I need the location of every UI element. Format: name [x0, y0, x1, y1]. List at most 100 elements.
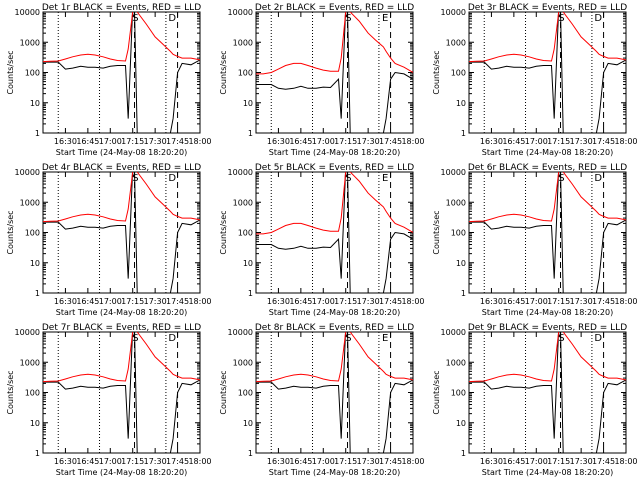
x-tick-label: 16:45 [289, 137, 312, 146]
marker-letter: S [558, 173, 564, 184]
marker-letter: S [132, 13, 138, 24]
y-tick-label: 10000 [15, 168, 40, 177]
x-tick-label: 17:00 [99, 297, 122, 306]
plot-frame [42, 171, 201, 294]
marker-letter: S [345, 13, 351, 24]
x-tick-label: 17:15 [334, 297, 357, 306]
y-axis-label: Counts/sec [219, 210, 228, 254]
y-tick-label: 1 [248, 449, 253, 458]
x-tick-label: 17:30 [570, 457, 593, 466]
y-tick-label: 1 [461, 449, 466, 458]
x-tick-label: 18:00 [188, 457, 211, 466]
panel-9r: Det 9r BLACK = Events, RED = LLD 1 10 100 10… [432, 323, 638, 477]
x-tick-label: 17:00 [525, 297, 548, 306]
x-tick-label: 16:45 [502, 457, 525, 466]
y-tick-label: 10 [456, 99, 466, 108]
x-axis-label: Start Time (24-May-08 18:20:20) [269, 468, 400, 477]
series-lld-line [469, 332, 626, 383]
x-tick-label: 16:30 [267, 457, 290, 466]
x-tick-label: 16:45 [76, 457, 99, 466]
x-axis-label: Start Time (24-May-08 18:20:20) [269, 148, 400, 157]
plot-frame [255, 331, 414, 454]
y-tick-label: 10 [30, 259, 40, 268]
x-tick-label: 17:30 [144, 297, 167, 306]
y-tick-label: 1 [35, 449, 40, 458]
y-tick-label: 100 [25, 389, 40, 398]
y-tick-label: 1 [35, 289, 40, 298]
marker-letter: D [168, 173, 176, 184]
panel-2r: Det 2r BLACK = Events, RED = LLD 1 10 100 10… [219, 3, 425, 157]
plot-frame [42, 11, 201, 134]
marker-letter: D [594, 13, 602, 24]
x-tick-label: 17:45 [592, 457, 615, 466]
series-events-line [43, 12, 200, 133]
plot-frame [42, 331, 201, 454]
marker-letter: S [558, 13, 564, 24]
x-tick-label: 16:30 [267, 297, 290, 306]
x-tick-label: 17:00 [312, 457, 335, 466]
panel-6r: Det 6r BLACK = Events, RED = LLD 1 10 100 10… [432, 163, 638, 317]
panel-8r: Det 8r BLACK = Events, RED = LLD 1 10 100 10… [219, 323, 425, 477]
y-axis-label: Counts/sec [432, 210, 441, 254]
series-lld-line [43, 332, 200, 383]
y-tick-label: 1000 [446, 198, 466, 207]
x-tick-label: 17:00 [525, 137, 548, 146]
x-axis-label: Start Time (24-May-08 18:20:20) [56, 148, 187, 157]
x-tick-label: 16:30 [480, 137, 503, 146]
x-tick-label: 17:30 [357, 457, 380, 466]
series-events-line [43, 172, 200, 293]
x-tick-label: 17:30 [144, 137, 167, 146]
y-tick-label: 1000 [233, 198, 253, 207]
marker-letter: D [594, 333, 602, 344]
x-tick-label: 17:30 [570, 137, 593, 146]
x-tick-label: 17:30 [357, 297, 380, 306]
y-tick-label: 10000 [228, 168, 253, 177]
series-events-line [256, 172, 413, 293]
y-tick-label: 10 [243, 99, 253, 108]
panel-4r: Det 4r BLACK = Events, RED = LLD 1 10 100 10… [6, 163, 212, 317]
x-tick-label: 17:15 [121, 297, 144, 306]
plot-frame [468, 171, 627, 294]
x-tick-label: 17:00 [99, 457, 122, 466]
y-tick-label: 100 [25, 69, 40, 78]
plot-frame [255, 11, 414, 134]
x-tick-label: 17:45 [379, 457, 402, 466]
series-events-line [469, 332, 626, 453]
marker-letter: E [382, 13, 388, 24]
y-tick-label: 100 [451, 389, 466, 398]
x-tick-label: 18:00 [614, 137, 637, 146]
x-tick-label: 17:45 [166, 457, 189, 466]
x-tick-label: 17:15 [547, 457, 570, 466]
x-tick-label: 18:00 [188, 137, 211, 146]
x-tick-label: 16:45 [76, 137, 99, 146]
x-tick-label: 16:30 [54, 457, 77, 466]
y-tick-label: 1000 [233, 38, 253, 47]
x-tick-label: 17:15 [334, 137, 357, 146]
marker-letter: E [382, 333, 388, 344]
marker-letter: D [168, 333, 176, 344]
series-events-line [43, 332, 200, 453]
y-tick-label: 10 [30, 99, 40, 108]
x-tick-label: 16:45 [502, 137, 525, 146]
x-tick-label: 18:00 [401, 457, 424, 466]
x-tick-label: 17:00 [312, 297, 335, 306]
y-tick-label: 100 [25, 229, 40, 238]
y-tick-label: 1000 [446, 38, 466, 47]
panel-3r: Det 3r BLACK = Events, RED = LLD 1 10 100 10… [432, 3, 638, 157]
y-tick-label: 1 [461, 129, 466, 138]
x-axis-label: Start Time (24-May-08 18:20:20) [269, 308, 400, 317]
x-tick-label: 16:45 [289, 297, 312, 306]
x-axis-label: Start Time (24-May-08 18:20:20) [482, 308, 613, 317]
y-tick-label: 10 [243, 259, 253, 268]
x-tick-label: 17:00 [525, 457, 548, 466]
series-lld-line [43, 172, 200, 223]
panel-title: Det 3r BLACK = Events, RED = LLD [468, 3, 627, 13]
x-axis-label: Start Time (24-May-08 18:20:20) [56, 308, 187, 317]
x-tick-label: 17:15 [121, 457, 144, 466]
y-axis-label: Counts/sec [219, 50, 228, 94]
series-lld-line [469, 172, 626, 223]
x-tick-label: 18:00 [188, 297, 211, 306]
plot-frame [468, 331, 627, 454]
y-axis-label: Counts/sec [6, 370, 15, 414]
